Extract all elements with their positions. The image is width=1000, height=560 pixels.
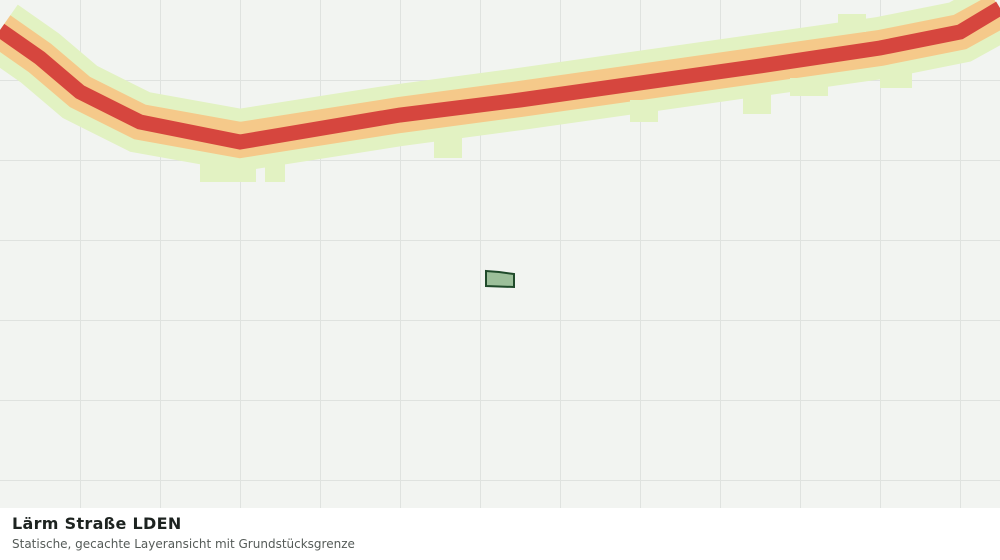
caption: Lärm Straße LDEN Statische, gecachte Lay… xyxy=(0,508,1000,560)
parcel-boundary[interactable] xyxy=(485,269,515,289)
map-subtitle: Statische, gecachte Layeransicht mit Gru… xyxy=(12,537,355,551)
map-view xyxy=(0,0,1000,508)
noise-fragments xyxy=(200,14,912,182)
map-title: Lärm Straße LDEN xyxy=(12,514,182,533)
noise-bands xyxy=(0,0,1000,172)
noise-band-high xyxy=(0,1,1000,150)
